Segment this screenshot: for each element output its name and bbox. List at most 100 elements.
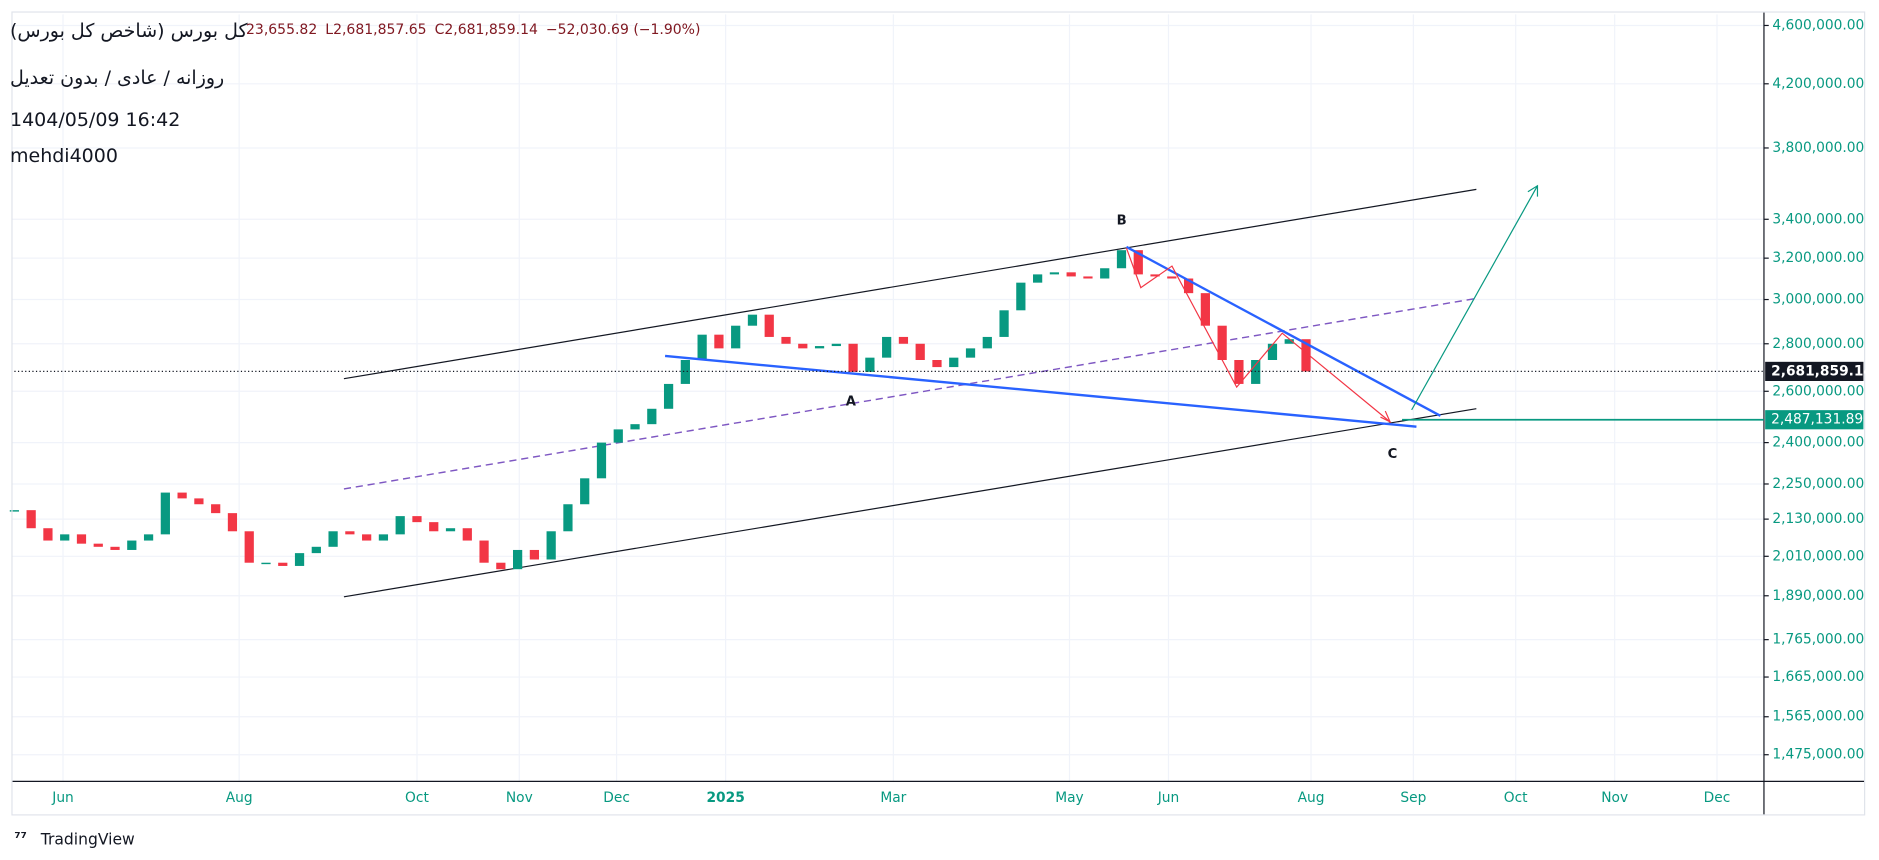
candle: [563, 504, 573, 532]
candle: [429, 522, 439, 532]
candle: [647, 408, 657, 425]
candle: [93, 543, 103, 547]
candle: [261, 562, 271, 565]
wedge-upper: [1125, 245, 1441, 417]
frame: [11, 11, 1866, 816]
last-price-label: 2,681,859.14: [1771, 363, 1873, 379]
candle: [513, 549, 523, 570]
ohlc-value: 23,655.82: [246, 22, 318, 38]
channel-upper: [343, 188, 1477, 380]
candle: [529, 549, 540, 560]
candle: [244, 531, 254, 563]
wave-label: C: [1388, 447, 1398, 462]
candle: [1150, 274, 1160, 277]
candle: [194, 498, 204, 505]
wedge-lower: [664, 354, 1417, 428]
y-tick-label: 3,800,000.00: [1772, 140, 1864, 156]
projection-arrow: [1411, 185, 1538, 411]
x-tick-label: Nov: [506, 790, 533, 806]
candle: [127, 540, 137, 550]
candle: [76, 534, 87, 544]
candle: [462, 528, 472, 541]
candle: [613, 429, 623, 443]
x-tick-label: Aug: [226, 790, 253, 806]
candle: [764, 314, 774, 337]
candle: [697, 334, 707, 360]
x-tick-label: Dec: [1704, 790, 1731, 806]
x-tick-label: May: [1055, 790, 1083, 806]
chart-title: کل بورس (شاخص کل بورس): [10, 20, 248, 42]
x-tick-label: Oct: [1504, 790, 1528, 806]
x-tick-label: Aug: [1298, 790, 1325, 806]
candle: [496, 562, 506, 570]
candle: [882, 336, 892, 358]
x-tick-label: Nov: [1601, 790, 1628, 806]
y-tick-label: 2,010,000.00: [1772, 548, 1864, 564]
candle: [1016, 282, 1026, 311]
y-tick-label: 3,400,000.00: [1772, 211, 1864, 227]
candle: [311, 546, 321, 554]
projection-arrowhead: [1527, 184, 1539, 197]
y-tick-label: 2,400,000.00: [1772, 435, 1864, 451]
candle: [43, 528, 53, 541]
candle: [1301, 339, 1311, 372]
level-label: 2,487,131.89: [1771, 412, 1863, 428]
candle: [160, 492, 170, 535]
candle: [1133, 250, 1143, 275]
x-tick-label: Jun: [1157, 790, 1180, 806]
candle: [781, 336, 791, 344]
candle: [278, 562, 288, 566]
candle: [1217, 325, 1227, 360]
candle: [479, 540, 489, 563]
y-tick-label: 3,200,000.00: [1772, 250, 1864, 266]
candle: [848, 343, 858, 372]
x-tick-label: Sep: [1400, 790, 1426, 806]
candle: [1200, 293, 1210, 326]
candle: [714, 334, 724, 349]
candle: [747, 314, 758, 326]
candle: [546, 531, 556, 560]
candle: [345, 531, 355, 535]
candle: [328, 531, 338, 547]
candle: [110, 546, 120, 550]
candle: [915, 343, 925, 360]
candle: [982, 336, 992, 349]
ohlc-value: C2,681,859.14: [434, 22, 538, 38]
candle: [412, 516, 422, 523]
wave-path: [1125, 247, 1391, 423]
candle: [596, 442, 607, 479]
author: mehdi4000: [10, 145, 118, 167]
x-tick-label: Oct: [405, 790, 429, 806]
candle: [1183, 278, 1194, 294]
x-tick-label: 2025: [706, 790, 744, 806]
y-tick-label: 4,200,000.00: [1772, 76, 1864, 92]
candle: [814, 346, 825, 349]
candle: [1066, 272, 1076, 277]
candle: [1267, 343, 1278, 360]
candle: [211, 504, 221, 514]
level-tag: [1765, 410, 1864, 430]
y-tick-label: 4,600,000.00: [1772, 17, 1864, 33]
candle: [865, 357, 875, 372]
candle: [949, 357, 959, 368]
ohlc-strip: 23,655.82 L2,681,857.65 C2,681,859.14 −52,0…: [246, 22, 708, 38]
candle: [445, 528, 456, 532]
candle: [831, 343, 841, 347]
candle: [580, 478, 590, 505]
channel-lower: [343, 408, 1477, 598]
candle: [898, 336, 909, 344]
candle: [177, 492, 187, 499]
candle: [60, 534, 70, 541]
y-tick-label: 2,250,000.00: [1772, 476, 1864, 492]
y-tick-label: 1,890,000.00: [1772, 588, 1864, 604]
y-tick-label: 2,600,000.00: [1772, 383, 1864, 399]
y-tick-label: 1,565,000.00: [1772, 709, 1864, 725]
y-tick-label: 3,000,000.00: [1772, 292, 1864, 308]
ohlc-value: L2,681,857.65: [325, 22, 427, 38]
candle: [1167, 276, 1177, 279]
candle: [362, 534, 372, 541]
x-tick-label: Mar: [880, 790, 906, 806]
y-tick-label: 2,130,000.00: [1772, 511, 1864, 527]
